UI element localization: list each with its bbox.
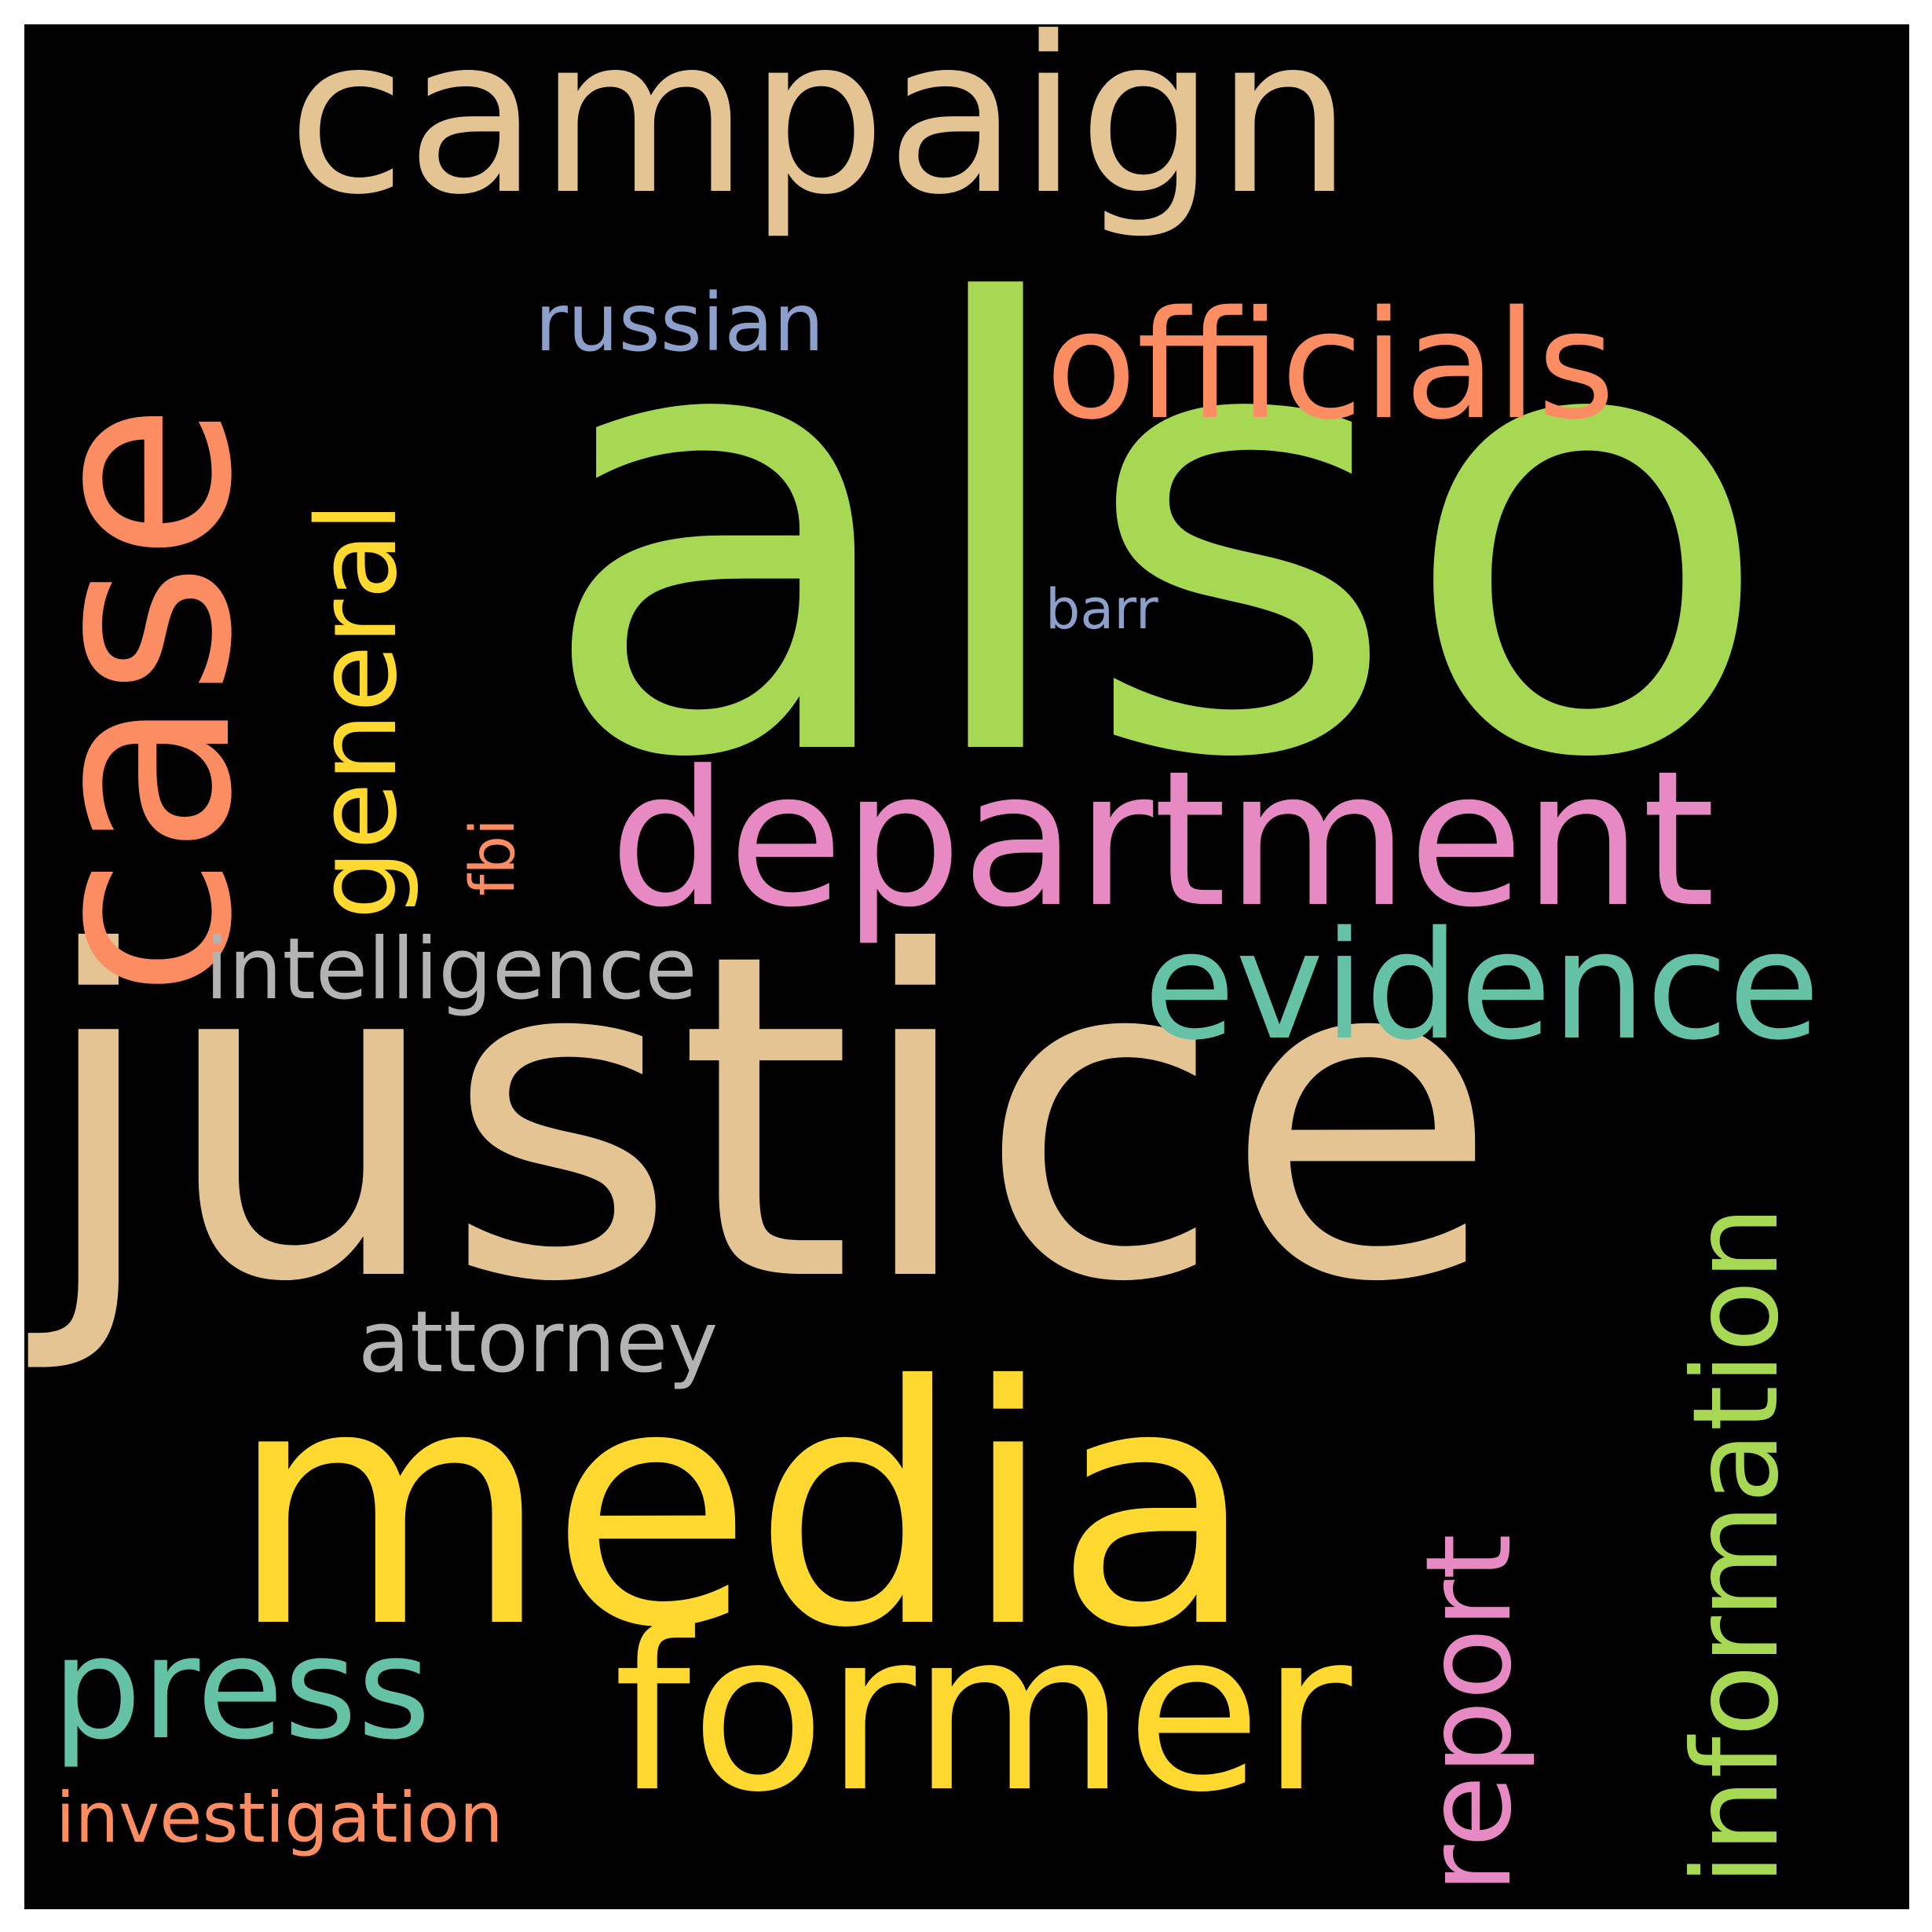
word-press: press: [52, 1607, 431, 1771]
word-russian: russian: [535, 276, 825, 370]
word-officials: officials: [1045, 279, 1615, 452]
word-case: case: [24, 402, 289, 998]
word-barr: barr: [1045, 577, 1158, 642]
word-general: general: [294, 501, 422, 920]
word-fbi: fbi: [458, 818, 529, 896]
word-evidence: evidence: [1143, 899, 1820, 1073]
word-report: report: [1401, 1533, 1538, 1894]
word-investigation: investigation: [56, 1777, 503, 1858]
word-cloud-canvas: also justice media case campaign departm…: [24, 24, 1909, 1909]
word-former: former: [613, 1585, 1352, 1841]
word-also: also: [535, 178, 1775, 891]
word-media: media: [229, 1316, 1257, 1700]
word-information: information: [1668, 1206, 1805, 1886]
word-justice: justice: [36, 859, 1499, 1380]
word-campaign: campaign: [287, 24, 1352, 242]
word-department: department: [609, 731, 1716, 949]
word-attorney: attorney: [358, 1293, 719, 1392]
word-intelligence: intelligence: [205, 920, 697, 1019]
